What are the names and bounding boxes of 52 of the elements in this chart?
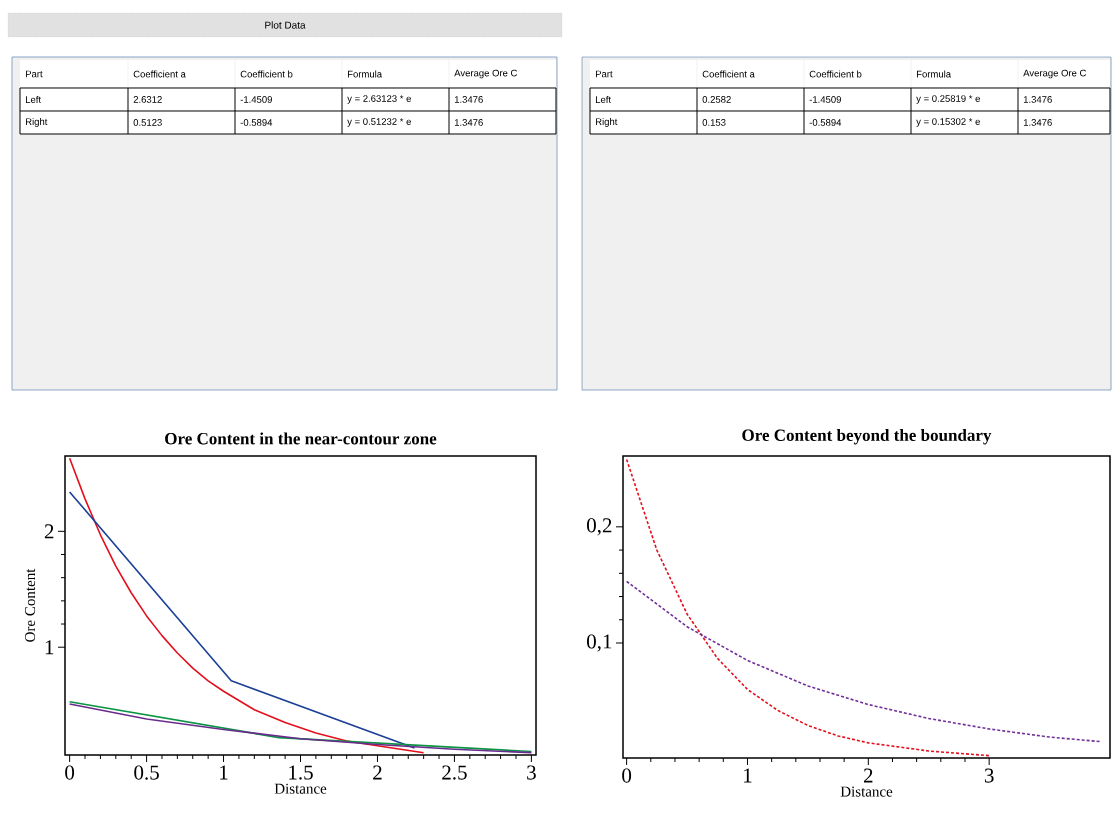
text: Part [25, 70, 43, 78]
text: -0.5894 [240, 119, 273, 126]
y-tick-label: 0,1 [587, 634, 612, 652]
text: -0.5894 [809, 119, 842, 126]
text: y = 0.15302 * e [916, 118, 980, 127]
text: Left [25, 95, 41, 103]
text: Right [25, 118, 48, 127]
text: 0.2582 [702, 96, 731, 103]
x-tick-label: 2 [373, 765, 382, 780]
text: Plot Data [265, 21, 306, 29]
y-tick-label: 0,2 [587, 518, 612, 536]
x-tick-label: 3 [984, 768, 994, 783]
text: 0.5123 [133, 119, 162, 126]
line-series [625, 580, 1103, 743]
text: 1.3476 [1023, 96, 1052, 103]
chart-title: Ore Content beyond the boundary [742, 428, 992, 445]
x-tick-label: 3 [527, 765, 536, 780]
x-tick-label: 0.5 [134, 765, 159, 780]
x-tick-label: 1.5 [289, 765, 313, 780]
text: Coefficient a [702, 70, 755, 78]
x-tick-label: 1 [220, 765, 228, 780]
text: Formula [916, 70, 952, 78]
text: Coefficient b [809, 70, 862, 78]
text: -1.4509 [240, 96, 272, 103]
text: y = 0.25819 * e [916, 95, 980, 104]
x-axis-title: Distance [840, 786, 893, 797]
chart-title: Ore Content in the near-contour zone [165, 432, 437, 445]
y-axis-title: Ore Content [25, 568, 36, 642]
text: Right [595, 118, 618, 127]
text: Formula [347, 70, 383, 78]
text: 2.6312 [133, 96, 162, 103]
x-tick-label: 1 [744, 768, 752, 783]
line-series [68, 457, 425, 754]
text: Left [595, 95, 611, 103]
text: 1.3476 [454, 96, 483, 103]
x-tick-label: 2.5 [442, 765, 467, 780]
text: -1.4509 [809, 96, 841, 103]
line-series [625, 458, 990, 757]
text: Coefficient a [133, 70, 186, 78]
x-axis-title: Distance [274, 783, 327, 794]
text: Coefficient b [240, 70, 293, 78]
x-tick-label: 0 [65, 765, 75, 780]
text: Average Ore C [454, 69, 518, 79]
text: y = 0.51232 * e [347, 118, 411, 127]
text: Part [595, 70, 613, 78]
text: 1.3476 [1023, 119, 1052, 126]
x-tick-label: 0 [622, 768, 632, 783]
text: 1.3476 [454, 119, 483, 126]
text: 0.153 [702, 119, 726, 126]
x-tick-label: 2 [863, 768, 873, 783]
text: Average Ore C [1023, 69, 1087, 79]
text: y = 2.63123 * e [347, 95, 411, 104]
